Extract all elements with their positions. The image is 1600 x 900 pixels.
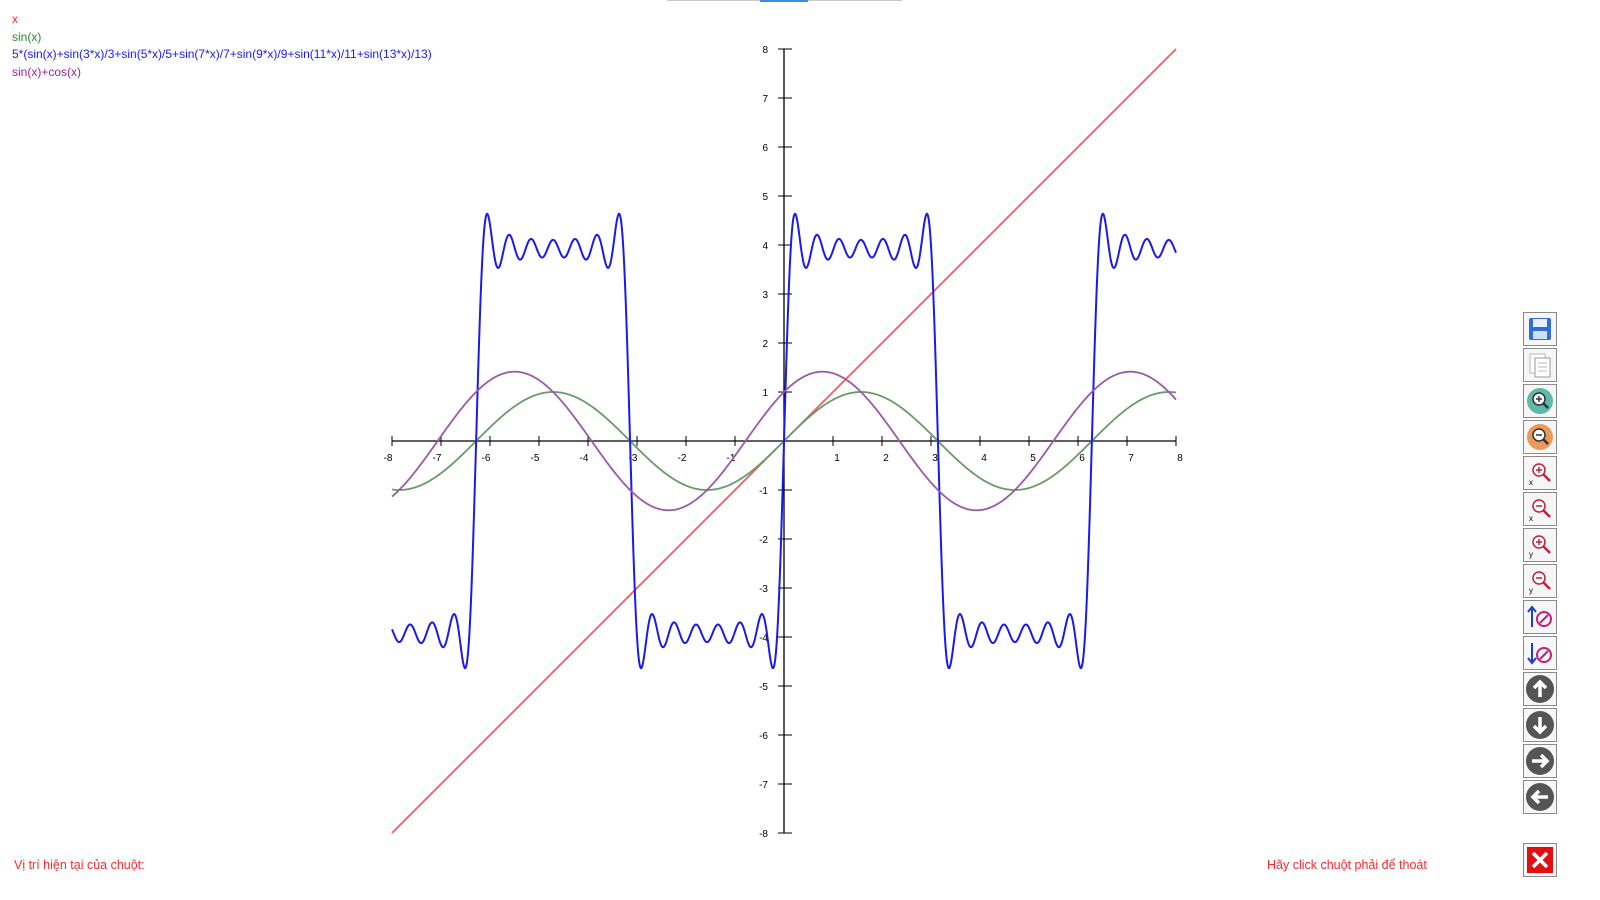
y-tick-label: -8 bbox=[759, 829, 768, 840]
svg-text:x: x bbox=[1529, 514, 1533, 523]
svg-text:x: x bbox=[1529, 478, 1533, 487]
close-icon bbox=[1527, 847, 1553, 873]
arrow-down-circle-icon bbox=[1526, 711, 1554, 739]
y-tick-label: 5 bbox=[762, 192, 768, 203]
mouse-position-label: Vị trí hiện tại của chuột: bbox=[14, 858, 145, 872]
function-legend: x sin(x) 5*(sin(x)+sin(3*x)/3+sin(5*x)/5… bbox=[12, 11, 432, 81]
series-line-fourier bbox=[391, 212, 1177, 670]
y-tick-label: -2 bbox=[759, 535, 768, 546]
y-tick-label: -5 bbox=[759, 682, 768, 693]
pan-right-button[interactable] bbox=[1523, 744, 1557, 778]
x-tick-label: -1 bbox=[727, 453, 736, 464]
x-tick-label: 3 bbox=[932, 453, 938, 464]
y-tick-label: -1 bbox=[759, 486, 768, 497]
x-tick-label: 8 bbox=[1177, 453, 1183, 464]
y-tick-label: -7 bbox=[759, 780, 768, 791]
curves bbox=[391, 48, 1177, 834]
x-tick-label: -6 bbox=[482, 453, 491, 464]
y-tick-label: 2 bbox=[762, 339, 768, 350]
y-tick-label: -6 bbox=[759, 731, 768, 742]
floppy-icon bbox=[1529, 318, 1551, 340]
arrow-right-circle-icon bbox=[1526, 747, 1554, 775]
y-tick-label: 6 bbox=[762, 143, 768, 154]
zoom-out-button[interactable] bbox=[1523, 420, 1557, 454]
series-line-sincos bbox=[391, 370, 1177, 512]
zoom-in-y-button[interactable]: y bbox=[1523, 528, 1557, 562]
x-tick-label: 7 bbox=[1128, 453, 1134, 464]
zoom-out-icon bbox=[1527, 424, 1553, 450]
x-tick-label: -8 bbox=[384, 453, 393, 464]
zoom-out-y-button[interactable]: y bbox=[1523, 564, 1557, 598]
save-button[interactable] bbox=[1523, 312, 1557, 346]
y-tick-label: -4 bbox=[759, 633, 768, 644]
pan-left-button[interactable] bbox=[1523, 780, 1557, 814]
zoom-in-x-icon: x bbox=[1529, 463, 1551, 487]
x-tick-label: -2 bbox=[678, 453, 687, 464]
arrow-up-circle-icon bbox=[1526, 675, 1554, 703]
zoom-in-icon bbox=[1527, 388, 1553, 414]
legend-entry-sin: sin(x) bbox=[12, 29, 42, 44]
y-tick-label: 4 bbox=[762, 241, 768, 252]
x-tick-label: -7 bbox=[433, 453, 442, 464]
legend-entry-sincos: sin(x)+cos(x) bbox=[12, 64, 82, 79]
arrow-left-circle-icon bbox=[1526, 783, 1554, 811]
arrow-down-gauge-icon bbox=[1527, 643, 1552, 665]
x-tick-label: 1 bbox=[834, 453, 840, 464]
zoom-in-button[interactable] bbox=[1523, 384, 1557, 418]
zoom-out-x-button[interactable]: x bbox=[1523, 492, 1557, 526]
x-tick-label: -4 bbox=[580, 453, 589, 464]
x-tick-label: 5 bbox=[1030, 453, 1036, 464]
pan-down-button[interactable] bbox=[1523, 708, 1557, 742]
x-tick-label: 6 bbox=[1079, 453, 1085, 464]
y-tick-label: 7 bbox=[762, 94, 768, 105]
top-accent-bar bbox=[760, 0, 808, 2]
y-tick-label: 1 bbox=[762, 388, 768, 399]
x-tick-label: 2 bbox=[883, 453, 889, 464]
x-tick-label: 4 bbox=[981, 453, 987, 464]
increase-resolution-button[interactable] bbox=[1523, 600, 1557, 634]
x-tick-label: -5 bbox=[531, 453, 540, 464]
decrease-resolution-button[interactable] bbox=[1523, 636, 1557, 670]
zoom-out-x-icon: x bbox=[1529, 499, 1551, 523]
pan-up-button[interactable] bbox=[1523, 672, 1557, 706]
copy-icon bbox=[1529, 353, 1551, 378]
legend-entry-x: x bbox=[12, 12, 18, 26]
legend-entry-fourier: 5*(sin(x)+sin(3*x)/3+sin(5*x)/5+sin(7*x)… bbox=[12, 47, 432, 61]
y-tick-label: 8 bbox=[762, 45, 768, 56]
exit-hint: Hãy click chuột phải để thoát bbox=[1267, 858, 1427, 872]
copy-button[interactable] bbox=[1523, 348, 1557, 382]
arrow-up-gauge-icon bbox=[1527, 605, 1552, 627]
toolbar: x x y y bbox=[1523, 312, 1559, 816]
svg-text:y: y bbox=[1529, 550, 1533, 559]
x-tick-label: -3 bbox=[629, 453, 638, 464]
exit-button[interactable] bbox=[1523, 843, 1557, 877]
y-tick-label: -3 bbox=[759, 584, 768, 595]
zoom-in-x-button[interactable]: x bbox=[1523, 456, 1557, 490]
svg-text:y: y bbox=[1529, 586, 1533, 595]
y-tick-label: 3 bbox=[762, 290, 768, 301]
zoom-in-y-icon: y bbox=[1529, 535, 1551, 559]
zoom-out-y-icon: y bbox=[1529, 571, 1551, 595]
